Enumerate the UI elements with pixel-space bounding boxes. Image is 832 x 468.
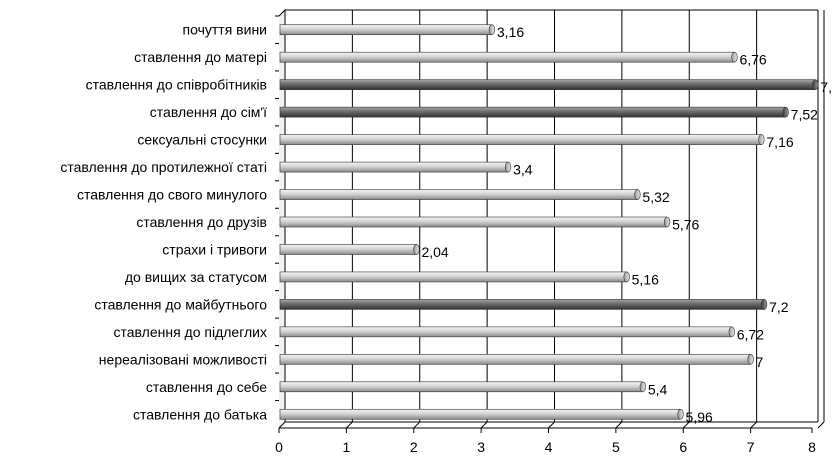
x-tick-label: 5 <box>612 439 620 455</box>
value-label: 3,16 <box>497 24 524 40</box>
x-tick-label: 7 <box>747 439 755 455</box>
category-label: почуття вини <box>183 22 267 38</box>
value-label: 3,4 <box>513 162 533 178</box>
bar <box>279 381 646 393</box>
x-axis: 0 1 2 3 4 5 6 7 8 <box>275 427 816 455</box>
bar-cap <box>747 354 754 365</box>
category-label: ставлення до свого минулого <box>77 187 267 203</box>
value-label: 7,96 <box>820 79 832 95</box>
category-label: ставлення до протилежної статі <box>60 159 267 175</box>
bar-cap <box>760 299 768 310</box>
bar-cap <box>623 271 630 283</box>
floor-gridline <box>548 421 555 429</box>
bar-cap <box>413 244 420 255</box>
bar-body <box>279 79 816 90</box>
category-labels: почуття вини ставлення до матері ставлення… <box>60 15 279 422</box>
value-label: 7,2 <box>769 299 789 315</box>
floor-gridline <box>480 421 488 429</box>
bar <box>279 299 768 310</box>
bar-cap <box>504 161 512 173</box>
bar-body <box>279 408 681 420</box>
bar-cap <box>758 134 765 145</box>
value-label: 7,16 <box>766 134 793 150</box>
bar-body <box>279 51 735 63</box>
bar <box>279 189 641 200</box>
category-label: ставлення до матері <box>134 49 267 65</box>
bar-cap <box>663 216 671 228</box>
floor-gridline <box>682 421 690 429</box>
x-tick-label: 1 <box>342 439 350 455</box>
bars <box>279 24 819 420</box>
bar-body <box>279 271 627 283</box>
bar <box>279 51 738 63</box>
x-tick-label: 6 <box>679 439 687 455</box>
category-label: нереалізовані можливості <box>99 351 267 367</box>
bar <box>279 216 671 228</box>
bar-body <box>279 106 786 118</box>
bar <box>279 408 684 420</box>
bar <box>279 24 496 36</box>
bar-body <box>279 134 762 145</box>
bar-body <box>279 244 417 255</box>
bar-cap <box>812 79 819 90</box>
category-label: ставлення до батька <box>133 406 267 422</box>
x-tick-label: 0 <box>275 439 283 455</box>
value-label: 2,04 <box>421 244 448 260</box>
x-tick-label: 2 <box>410 439 418 455</box>
value-label: 6,76 <box>739 52 766 68</box>
bar-body <box>279 381 644 393</box>
bar-body <box>279 354 751 365</box>
category-label: страхи і тривоги <box>162 241 267 257</box>
value-label: 7,52 <box>791 107 818 123</box>
category-label: до вищих за статусом <box>125 269 267 285</box>
bar-body <box>279 299 765 310</box>
value-label: 6,72 <box>737 326 764 342</box>
bar-body <box>279 189 638 200</box>
bar <box>279 354 754 365</box>
value-label: 5,76 <box>672 217 699 233</box>
category-label: ставлення до співробітників <box>86 77 267 93</box>
category-label: ставлення до майбутнього <box>94 296 267 312</box>
bar <box>279 134 765 145</box>
bar-cap <box>488 24 496 36</box>
x-tick-label: 4 <box>545 439 553 455</box>
bar <box>279 106 789 118</box>
value-labels: 3,16 6,76 7,967,52 7,16 3,4 5,325,76 2,04 5,16 7… <box>421 24 832 425</box>
bar <box>279 244 420 255</box>
bar <box>279 271 630 283</box>
value-label: 7 <box>756 354 764 370</box>
x-tick-label: 3 <box>477 439 485 455</box>
x-tick-label: 8 <box>808 439 816 455</box>
bar-body <box>279 326 733 338</box>
bar-cap <box>782 106 789 118</box>
value-label: 5,16 <box>632 271 659 287</box>
floor-gridline <box>750 421 757 429</box>
floor-gridline <box>413 421 421 429</box>
bar-cap <box>634 189 641 200</box>
bar-cap <box>677 408 684 420</box>
bar <box>279 326 735 338</box>
floor-gridline <box>346 421 353 429</box>
floor-gridline <box>615 421 623 429</box>
category-label: сексуальні стосунки <box>137 132 267 148</box>
value-label: 5,96 <box>686 409 713 425</box>
category-label: ставлення до підлеглих <box>114 324 268 340</box>
bar-body <box>279 24 493 36</box>
value-label: 5,32 <box>642 189 669 205</box>
bar <box>279 79 819 90</box>
bar-body <box>279 161 509 173</box>
bar-cap <box>731 51 738 63</box>
value-label: 5,4 <box>648 381 668 397</box>
gridlines <box>285 10 825 429</box>
bar-cap <box>639 381 646 393</box>
category-label: ставлення до сім'ї <box>150 104 267 120</box>
category-label: ставлення до себе <box>146 379 267 395</box>
category-label: ставлення до друзів <box>136 214 267 230</box>
bar-cap <box>728 326 735 338</box>
floor-gridline <box>817 421 825 429</box>
bar <box>279 161 512 173</box>
bar-body <box>279 216 668 228</box>
